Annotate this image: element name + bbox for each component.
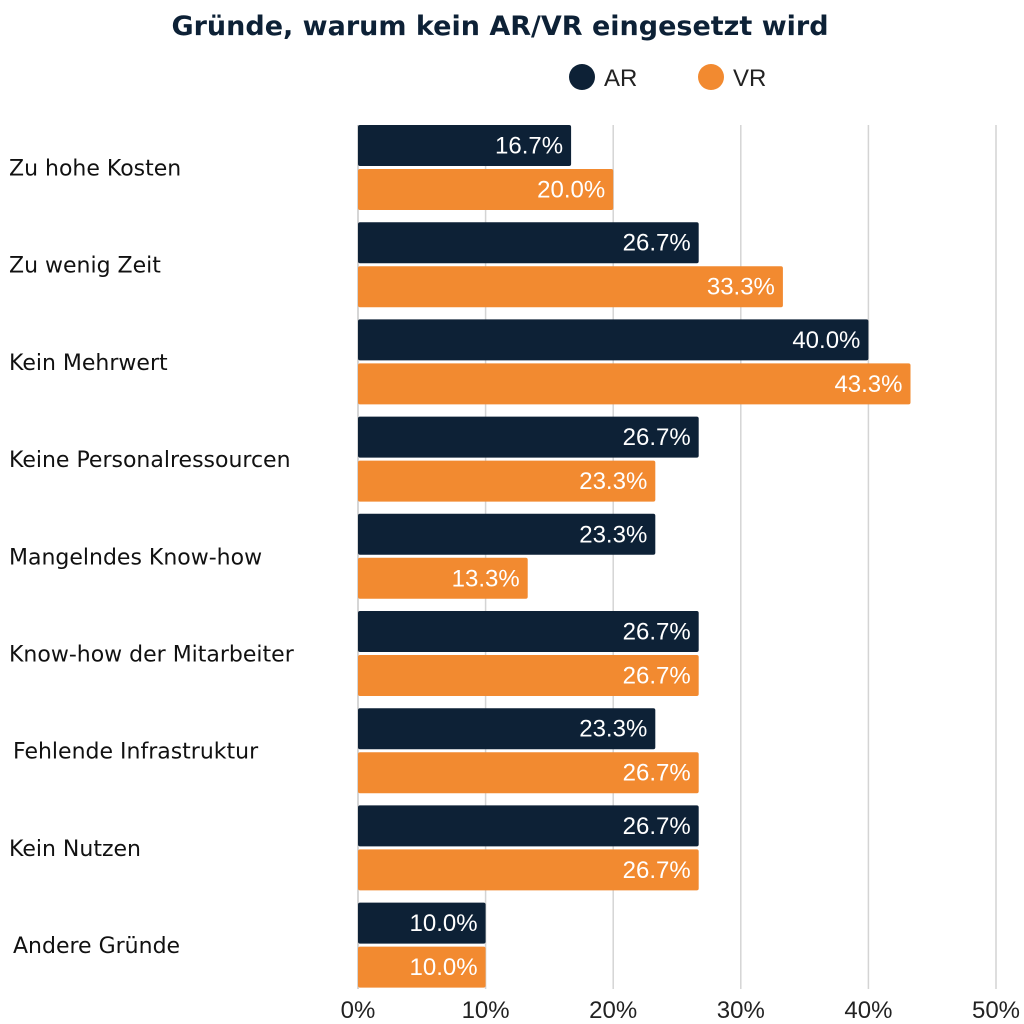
x-tick-label: 0% (341, 997, 376, 1024)
chart-title: Gründe, warum kein AR/VR eingesetzt wird (171, 11, 828, 42)
category-labels: Zu hohe Kosten Zu wenig Zeit Kein Mehrwert… (9, 157, 295, 960)
bar-value-label: 23.3% (579, 468, 647, 495)
category-label: Fehlende Infrastruktur (13, 740, 259, 765)
bar-vr (358, 363, 911, 405)
bar-vr (358, 169, 614, 210)
category-label: Mangelndes Know-how (9, 545, 262, 570)
legend-label-ar: AR (604, 65, 637, 92)
bar-value-label: 10.0% (410, 910, 478, 937)
x-tick-label: 30% (717, 997, 765, 1024)
bar-value-label: 26.7% (623, 857, 691, 884)
category-label: Kein Nutzen (9, 837, 141, 862)
bar-value-label: 33.3% (707, 274, 775, 301)
bar-ar (358, 222, 699, 264)
bar-ar (358, 805, 699, 847)
bar-ar (358, 319, 869, 361)
bar-ar (358, 416, 699, 458)
bar-value-label: 26.7% (623, 760, 691, 787)
category-label: Know-how der Mitarbeiter (9, 643, 295, 668)
bar-vr (358, 752, 699, 794)
category-label: Kein Mehrwert (9, 351, 168, 376)
category-label: Zu wenig Zeit (9, 254, 161, 279)
category-label: Keine Personalressourcen (9, 448, 291, 473)
bars: 16.7% 20.0% 26.7% 33.3% 40.0% 43.3% 26.7% 23.3%… (358, 125, 911, 988)
bar-value-label: 26.7% (623, 663, 691, 690)
legend-label-vr: VR (733, 65, 766, 92)
bar-ar (358, 125, 572, 166)
bar-value-label: 23.3% (579, 716, 647, 743)
bar-vr (358, 460, 656, 502)
bar-ar (358, 708, 656, 750)
bar-value-label: 20.0% (537, 177, 605, 204)
x-tick-label: 50% (972, 997, 1020, 1024)
bar-vr (358, 655, 699, 696)
x-tick-label: 10% (462, 997, 510, 1024)
legend-marker-ar (569, 64, 595, 90)
bar-value-label: 26.7% (623, 619, 691, 646)
category-label: Andere Gründe (13, 934, 180, 959)
bar-vr (358, 557, 528, 599)
legend: AR VR (569, 64, 766, 92)
bar-vr (358, 849, 699, 891)
bar-value-label: 10.0% (410, 954, 478, 981)
bar-ar (358, 513, 656, 555)
bar-ar (358, 902, 486, 944)
bar-value-label: 26.7% (623, 230, 691, 257)
x-tick-label: 20% (589, 997, 637, 1024)
x-axis-ticks: 0% 10% 20% 30% 40% 50% (341, 997, 1020, 1024)
bar-vr (358, 946, 486, 988)
bar-value-label: 40.0% (792, 327, 860, 354)
x-tick-label: 40% (844, 997, 892, 1024)
bar-vr (358, 266, 783, 308)
bar-value-label: 26.7% (623, 424, 691, 451)
bar-value-label: 16.7% (495, 133, 563, 160)
category-label: Zu hohe Kosten (9, 157, 181, 182)
bar-value-label: 26.7% (623, 813, 691, 840)
bar-value-label: 13.3% (452, 565, 520, 592)
bar-value-label: 23.3% (579, 521, 647, 548)
bar-value-label: 43.3% (834, 371, 902, 398)
bar-ar (358, 611, 699, 652)
legend-marker-vr (698, 64, 724, 90)
